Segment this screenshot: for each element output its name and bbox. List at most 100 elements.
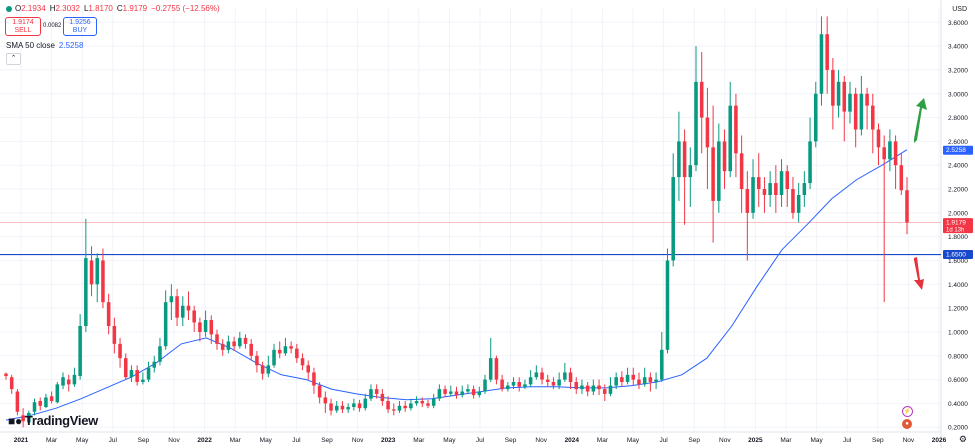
line-price-label: 1.6500 — [946, 252, 966, 259]
candle-body — [677, 141, 681, 178]
candle-body — [905, 190, 909, 223]
candle-body — [414, 401, 419, 404]
x-tick-label: Mar — [780, 437, 792, 444]
candle-body — [129, 370, 134, 378]
candle-body — [175, 296, 179, 318]
candle-body — [369, 389, 373, 399]
candle-body — [699, 81, 704, 118]
candle-body — [836, 81, 841, 106]
candle-body — [597, 385, 601, 390]
candle-body — [146, 367, 151, 380]
candle-body — [141, 379, 145, 382]
x-tick-label: Sep — [505, 437, 517, 444]
candle-body — [728, 105, 732, 172]
candle-body — [506, 385, 510, 390]
sell-button[interactable]: 1.9174 SELL — [5, 17, 41, 36]
candle-body — [346, 406, 350, 410]
indicator-value: 2.5258 — [58, 41, 84, 50]
candle-body — [717, 141, 721, 201]
candle-body — [306, 365, 311, 373]
candle-body — [477, 391, 482, 396]
candle-body — [317, 385, 322, 398]
x-tick-label: May — [76, 437, 89, 444]
candle-body — [340, 405, 345, 410]
candle-body — [232, 341, 236, 347]
y-tick-label: 3.2000 — [948, 67, 968, 74]
candle-body — [289, 346, 293, 349]
high-label: H — [49, 4, 56, 13]
candle-body — [420, 401, 425, 404]
status-dot-icon — [6, 5, 12, 12]
y-tick-label: 2.0000 — [948, 210, 968, 217]
buy-button[interactable]: 1.9256 BUY — [63, 17, 97, 36]
candle-body — [842, 81, 847, 112]
candle-body — [774, 183, 778, 195]
candle-body — [266, 365, 271, 374]
candle-body — [283, 346, 288, 354]
candle-body — [551, 381, 556, 386]
x-tick-label: Mar — [46, 437, 58, 444]
candle-body — [791, 189, 795, 213]
candle-body — [865, 93, 869, 106]
x-tick-label: Sep — [138, 437, 150, 444]
candle-body — [374, 389, 379, 394]
y-tick-label: 0.2000 — [948, 425, 968, 432]
lightning-event-icon[interactable]: ⚡ — [902, 406, 913, 417]
candle-body — [665, 260, 670, 350]
candle-body — [831, 69, 835, 106]
candle-body — [443, 389, 447, 394]
candle-body — [101, 260, 105, 303]
gear-icon[interactable]: ⚙ — [958, 434, 967, 444]
candle-body — [209, 320, 214, 335]
annotation-arrows — [914, 98, 927, 290]
x-tick-label: Jul — [292, 437, 301, 444]
y-tick-label: 1.4000 — [948, 282, 968, 289]
candle-body — [112, 326, 117, 344]
y-tick-label: 0.6000 — [948, 377, 968, 384]
candle-body — [511, 381, 516, 386]
candle-body — [745, 189, 750, 213]
candle-body — [181, 305, 185, 318]
candle-body — [580, 385, 584, 390]
x-tick-label: Mar — [597, 437, 609, 444]
candle-body — [78, 326, 82, 377]
sell-price: 1.9174 — [12, 19, 34, 26]
candle-body — [705, 117, 710, 148]
candle-body — [323, 397, 328, 404]
grid — [0, 0, 942, 448]
x-tick-label: Nov — [352, 437, 364, 444]
chevron-up-icon[interactable]: ⌃ — [6, 53, 21, 65]
candle-body — [893, 141, 898, 166]
candle-body — [631, 374, 636, 380]
y-tick-label: 3.4000 — [948, 44, 968, 51]
currency-label[interactable]: USD — [952, 6, 967, 13]
candle-body — [158, 346, 162, 362]
indicator-legend[interactable]: SMA 50 close 2.5258 — [6, 41, 83, 50]
x-tick-label: May — [627, 437, 640, 444]
candle-body — [882, 147, 886, 160]
candle-body — [819, 34, 824, 94]
candle-body — [460, 391, 464, 396]
tradingview-logo-icon: ■● — [8, 414, 22, 428]
candle-body — [517, 381, 521, 387]
candle-body — [238, 337, 242, 347]
candle-body — [768, 183, 772, 195]
candle-body — [277, 349, 282, 354]
candle-body — [226, 341, 231, 350]
candle-body — [89, 260, 94, 285]
candle-body — [682, 141, 687, 178]
candle-body — [848, 93, 852, 112]
us-flag-event-icon[interactable]: ● — [902, 419, 912, 429]
candle-body — [625, 374, 630, 382]
candle-body — [585, 385, 590, 392]
x-tick-label: Mar — [413, 437, 425, 444]
candle-body — [574, 381, 579, 390]
candle-body — [186, 305, 191, 311]
candle-body — [568, 372, 573, 382]
candle-body — [466, 389, 470, 392]
candle-body — [899, 165, 904, 191]
candles — [4, 16, 909, 428]
candle-body — [494, 358, 499, 380]
tradingview-logo[interactable]: ■● TradingView — [8, 413, 98, 428]
